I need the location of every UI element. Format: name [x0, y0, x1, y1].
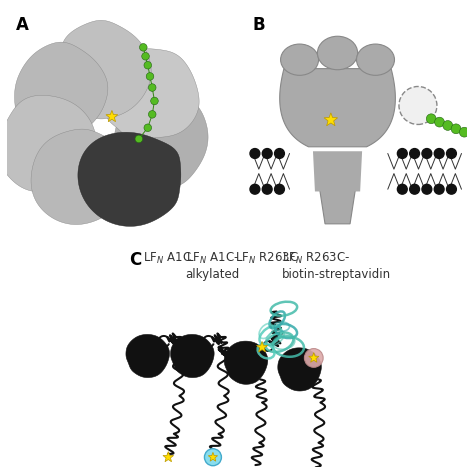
Polygon shape — [324, 113, 337, 126]
Polygon shape — [126, 335, 170, 378]
Circle shape — [262, 149, 272, 159]
Circle shape — [148, 84, 156, 92]
Circle shape — [250, 184, 260, 194]
Ellipse shape — [318, 36, 358, 70]
Polygon shape — [309, 353, 319, 362]
Polygon shape — [313, 151, 362, 192]
Circle shape — [262, 184, 272, 194]
Text: A: A — [16, 16, 29, 34]
Text: LF$_N$ R263C: LF$_N$ R263C — [235, 251, 299, 266]
Circle shape — [434, 184, 444, 194]
Circle shape — [142, 52, 149, 60]
Circle shape — [399, 86, 437, 125]
Circle shape — [426, 114, 436, 124]
Circle shape — [304, 349, 323, 367]
Polygon shape — [78, 132, 181, 227]
Circle shape — [422, 184, 432, 194]
Circle shape — [397, 149, 407, 159]
Polygon shape — [15, 42, 108, 139]
Polygon shape — [100, 49, 199, 139]
Circle shape — [434, 149, 444, 159]
Circle shape — [151, 97, 158, 105]
Text: C: C — [128, 251, 141, 269]
Polygon shape — [163, 452, 173, 462]
Circle shape — [139, 43, 147, 51]
Polygon shape — [171, 335, 214, 378]
Polygon shape — [278, 348, 321, 391]
Polygon shape — [106, 110, 118, 122]
Polygon shape — [224, 341, 268, 384]
Circle shape — [204, 449, 221, 466]
Text: LF$_N$ A1C-
alkylated: LF$_N$ A1C- alkylated — [186, 251, 240, 281]
Text: LF$_N$ A1C: LF$_N$ A1C — [143, 251, 192, 266]
Circle shape — [274, 184, 284, 194]
Circle shape — [148, 110, 156, 118]
Circle shape — [410, 149, 419, 159]
Circle shape — [144, 61, 152, 69]
Polygon shape — [319, 189, 356, 224]
Circle shape — [435, 117, 445, 127]
Polygon shape — [0, 95, 96, 192]
Polygon shape — [114, 93, 208, 188]
Circle shape — [447, 149, 456, 159]
Circle shape — [250, 149, 260, 159]
Polygon shape — [280, 68, 395, 147]
Circle shape — [397, 184, 407, 194]
Circle shape — [443, 120, 453, 130]
Circle shape — [146, 73, 154, 80]
Circle shape — [451, 124, 461, 134]
Polygon shape — [256, 341, 268, 352]
Text: B: B — [253, 16, 265, 34]
Circle shape — [274, 149, 284, 159]
Polygon shape — [56, 20, 151, 119]
Circle shape — [422, 149, 432, 159]
Circle shape — [410, 184, 419, 194]
Circle shape — [459, 127, 469, 137]
Circle shape — [144, 124, 152, 132]
Polygon shape — [208, 452, 218, 461]
Circle shape — [447, 184, 456, 194]
Ellipse shape — [356, 44, 394, 76]
Polygon shape — [31, 129, 128, 225]
Ellipse shape — [281, 44, 319, 76]
Circle shape — [135, 135, 143, 143]
Text: LF$_N$ R263C-
biotin-streptavidin: LF$_N$ R263C- biotin-streptavidin — [282, 251, 391, 281]
